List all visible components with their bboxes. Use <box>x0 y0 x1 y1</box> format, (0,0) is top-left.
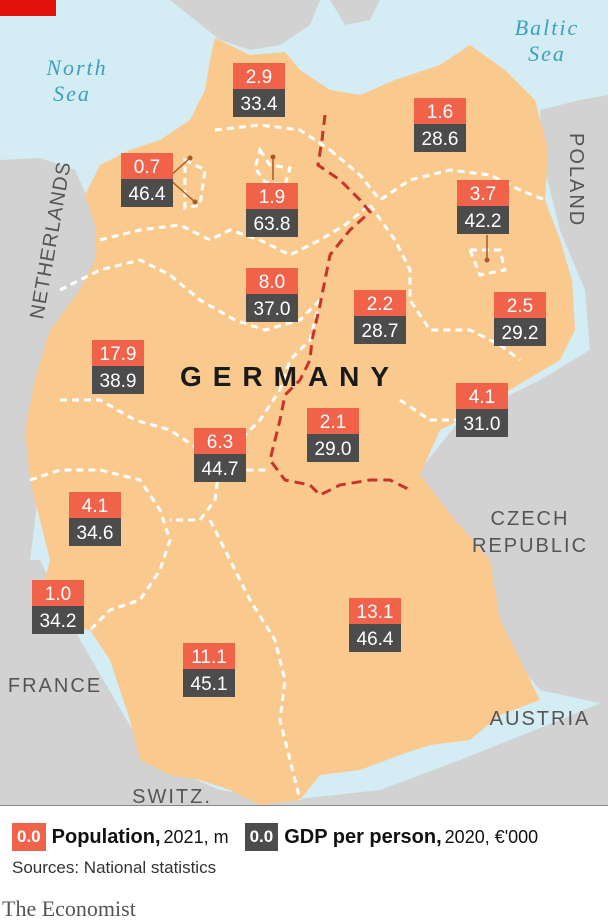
gdp-value: 28.6 <box>422 129 459 150</box>
gdp-value: 29.2 <box>502 323 539 344</box>
state-box-11: 6.3 44.7 <box>194 428 246 482</box>
population-swatch: 0.0 <box>12 823 46 851</box>
gdp-value: 42.2 <box>465 211 502 232</box>
gdp-value: 46.4 <box>357 629 394 650</box>
state-box-6: 2.2 28.7 <box>354 290 406 344</box>
poland-label: POLAND <box>565 133 587 227</box>
population-value: 4.1 <box>82 496 108 517</box>
danish-land <box>170 0 320 50</box>
baltic-sea-label-line2: Sea <box>528 41 566 66</box>
population-value: 2.1 <box>320 412 346 433</box>
gdp-value: 38.9 <box>100 371 137 392</box>
state-box-9: 4.1 31.0 <box>456 383 508 437</box>
state-box-2: 0.7 46.4 <box>121 153 173 207</box>
state-box-0: 2.9 33.4 <box>233 63 285 117</box>
population-value: 4.1 <box>469 387 495 408</box>
gdp-value: 33.4 <box>241 94 278 115</box>
legend: 0.0 Population, 2021, m 0.0 GDP per pers… <box>0 805 608 894</box>
gdp-value: 34.6 <box>77 523 114 544</box>
inner-german-border <box>268 114 411 497</box>
state-box-15: 11.1 45.1 <box>183 643 235 697</box>
gdp-value: 28.7 <box>362 321 399 342</box>
switzerland-label: SWITZ. <box>132 786 212 805</box>
germany-outline <box>25 38 575 805</box>
southern-land <box>0 560 608 805</box>
danish-island <box>330 0 380 25</box>
state-box-12: 4.1 34.6 <box>69 492 121 546</box>
population-value: 1.6 <box>427 102 453 123</box>
state-box-1: 1.6 28.6 <box>414 98 466 152</box>
brand-red-tab <box>0 0 56 16</box>
state-box-10: 2.1 29.0 <box>307 408 359 462</box>
gdp-swatch: 0.0 <box>244 823 279 851</box>
population-value: 1.0 <box>45 584 71 605</box>
gdp-legend-label: GDP per person, <box>284 825 442 848</box>
gdp-value: 45.1 <box>191 674 228 695</box>
austria-label: AUSTRIA <box>490 708 591 730</box>
baltic-sea-label-line1: Baltic <box>515 15 580 40</box>
footer: The Economist <box>0 893 608 923</box>
gdp-value: 37.0 <box>254 299 291 320</box>
gdp-value: 34.2 <box>40 611 77 632</box>
czech-label-line1: CZECH <box>491 508 570 530</box>
population-legend-label: Population, <box>51 825 161 848</box>
state-box-3: 1.9 63.8 <box>246 183 298 237</box>
legend-row: 0.0 Population, 2021, m 0.0 GDP per pers… <box>12 822 554 852</box>
population-value: 2.9 <box>246 67 272 88</box>
source-note: Sources: National statistics <box>12 858 217 877</box>
germany-label: GERMANY <box>180 361 400 392</box>
population-value: 13.1 <box>357 602 394 623</box>
brand-logo: The Economist <box>2 896 136 921</box>
gdp-value: 31.0 <box>464 414 501 435</box>
population-value: 1.9 <box>259 187 285 208</box>
germany-map: North Sea Baltic Sea NETHERLANDS POLAND … <box>0 0 608 805</box>
gdp-value: 63.8 <box>254 214 291 235</box>
france-label: FRANCE <box>8 675 102 697</box>
population-value: 6.3 <box>207 432 233 453</box>
population-value: 0.7 <box>134 157 160 178</box>
population-value: 11.1 <box>191 647 227 668</box>
gdp-legend-unit: 2020, €'000 <box>444 826 539 847</box>
population-value: 8.0 <box>259 272 285 293</box>
state-box-4: 3.7 42.2 <box>457 180 509 234</box>
state-box-5: 8.0 37.0 <box>246 268 298 322</box>
population-value: 17.9 <box>100 344 137 365</box>
state-box-7: 2.5 29.2 <box>494 292 546 346</box>
state-box-8: 17.9 38.9 <box>92 340 144 394</box>
population-legend-unit: 2021, m <box>163 826 229 847</box>
gdp-value: 29.0 <box>315 439 352 460</box>
czech-label-line2: REPUBLIC <box>472 535 588 557</box>
city-dots <box>187 154 490 263</box>
gdp-value: 46.4 <box>129 184 166 205</box>
north-sea-label-line2: Sea <box>53 81 91 106</box>
north-sea-label-line1: North <box>45 55 107 80</box>
gdp-value: 44.7 <box>202 459 239 480</box>
state-box-14: 13.1 46.4 <box>349 598 401 652</box>
state-box-13: 1.0 34.2 <box>32 580 84 634</box>
population-value: 3.7 <box>470 184 496 205</box>
population-value: 2.5 <box>507 296 533 317</box>
population-value: 2.2 <box>367 294 393 315</box>
